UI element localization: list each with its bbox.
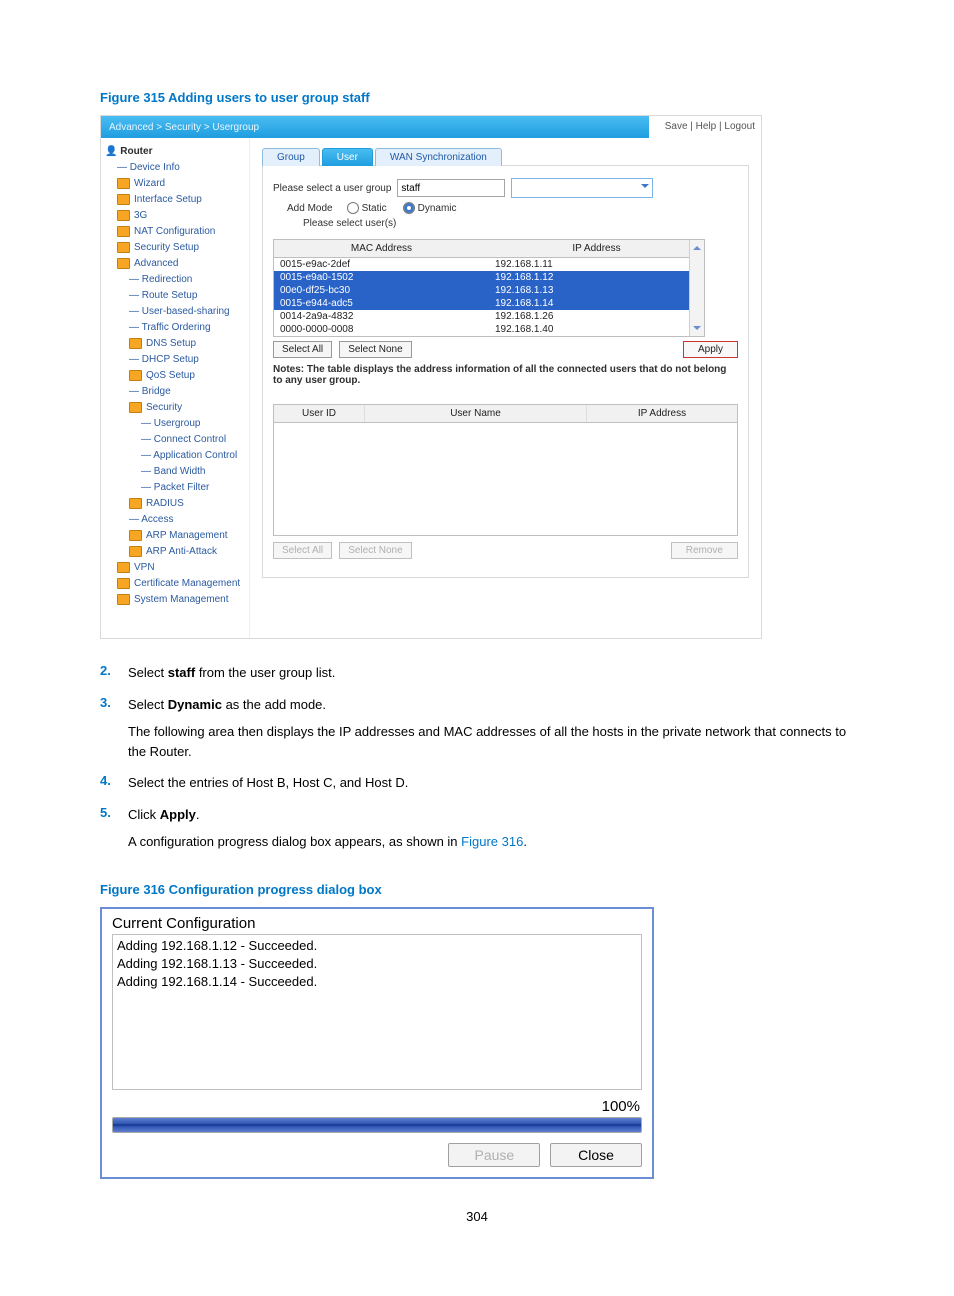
tree-item[interactable]: — Bridge <box>105 384 245 400</box>
remove-button: Remove <box>671 542 738 559</box>
content-pane: Group User WAN Synchronization Please se… <box>250 138 761 638</box>
group-input[interactable] <box>397 179 505 197</box>
tree-item[interactable]: Security Setup <box>105 240 245 256</box>
progress-dialog: Current Configuration Adding 192.168.1.1… <box>100 907 654 1179</box>
tree-item[interactable]: — Route Setup <box>105 288 245 304</box>
tree-root[interactable]: 👤 Router <box>105 144 245 160</box>
tree-item[interactable]: — Packet Filter <box>105 480 245 496</box>
select-none-disabled: Select None <box>339 542 411 559</box>
instruction-steps: 2.Select staff from the user group list.… <box>100 663 854 852</box>
dialog-log: Adding 192.168.1.12 - Succeeded.Adding 1… <box>112 934 642 1090</box>
mac-row[interactable]: 0015-e944-adc5192.168.1.14 <box>274 297 704 310</box>
tree-item[interactable]: Wizard <box>105 176 245 192</box>
step-item: 3.Select Dynamic as the add mode.The fol… <box>100 695 854 762</box>
username-header: User Name <box>365 405 587 422</box>
mac-row[interactable]: 0000-0000-0008192.168.1.40 <box>274 323 704 336</box>
scrollbar[interactable] <box>689 240 704 336</box>
tab-wan[interactable]: WAN Synchronization <box>375 148 502 166</box>
notes-text: Notes: The table displays the address in… <box>273 364 738 386</box>
mac-table: MAC Address IP Address 0015-e9ac-2def192… <box>273 239 705 337</box>
tree-item[interactable]: QoS Setup <box>105 368 245 384</box>
close-button[interactable]: Close <box>550 1143 642 1167</box>
step-item: 2.Select staff from the user group list. <box>100 663 854 683</box>
apply-button[interactable]: Apply <box>683 341 738 358</box>
log-line: Adding 192.168.1.12 - Succeeded. <box>117 937 637 955</box>
tree-item[interactable]: Certificate Management <box>105 576 245 592</box>
figure315-title: Figure 315 Adding users to user group st… <box>100 90 854 105</box>
tree-item[interactable]: — Usergroup <box>105 416 245 432</box>
mac-row[interactable]: 0015-e9a0-1502192.168.1.12 <box>274 271 704 284</box>
tree-item[interactable]: Interface Setup <box>105 192 245 208</box>
select-group-label: Please select a user group <box>273 183 391 194</box>
tree-item[interactable]: ARP Management <box>105 528 245 544</box>
breadcrumb: Advanced > Security > Usergroup <box>109 122 259 133</box>
mac-row[interactable]: 0014-2a9a-4832192.168.1.26 <box>274 310 704 323</box>
mac-header: MAC Address <box>274 240 489 257</box>
tree-item[interactable]: 3G <box>105 208 245 224</box>
tree-item[interactable]: — Redirection <box>105 272 245 288</box>
select-all-button[interactable]: Select All <box>273 341 332 358</box>
step-item: 5.Click Apply.A configuration progress d… <box>100 805 854 852</box>
tree-item[interactable]: — Band Width <box>105 464 245 480</box>
radio-static[interactable]: Static <box>347 202 387 214</box>
progress-bar <box>112 1117 642 1133</box>
group-dropdown[interactable] <box>511 178 653 198</box>
tree-item[interactable]: Security <box>105 400 245 416</box>
step-item: 4.Select the entries of Host B, Host C, … <box>100 773 854 793</box>
tree-item[interactable]: — Access <box>105 512 245 528</box>
figure316-title: Figure 316 Configuration progress dialog… <box>100 882 854 897</box>
mac-row[interactable]: 0015-e9ac-2def192.168.1.11 <box>274 258 704 271</box>
dialog-heading: Current Configuration <box>102 909 652 934</box>
mac-row[interactable]: 00e0-df25-bc30192.168.1.13 <box>274 284 704 297</box>
please-select-users: Please select user(s) <box>303 218 738 229</box>
select-none-button[interactable]: Select None <box>339 341 411 358</box>
page-number: 304 <box>0 1209 954 1224</box>
top-links[interactable]: Save | Help | Logout <box>649 116 761 138</box>
select-all-disabled: Select All <box>273 542 332 559</box>
router-ui: Advanced > Security > Usergroup Save | H… <box>100 115 762 639</box>
tree-item[interactable]: DNS Setup <box>105 336 245 352</box>
tree-item[interactable]: RADIUS <box>105 496 245 512</box>
tab-group[interactable]: Group <box>262 148 320 166</box>
pause-button: Pause <box>448 1143 540 1167</box>
tree-item[interactable]: ARP Anti-Attack <box>105 544 245 560</box>
tree-item[interactable]: — Traffic Ordering <box>105 320 245 336</box>
user-table: User ID User Name IP Address <box>273 404 738 536</box>
tab-user[interactable]: User <box>322 148 373 166</box>
tree-item[interactable]: — Device Info <box>105 160 245 176</box>
radio-dynamic[interactable]: Dynamic <box>403 202 457 214</box>
log-line: Adding 192.168.1.14 - Succeeded. <box>117 973 637 991</box>
tree-item[interactable]: — User-based-sharing <box>105 304 245 320</box>
ipaddr-header: IP Address <box>587 405 737 422</box>
userid-header: User ID <box>274 405 365 422</box>
ip-header: IP Address <box>489 240 704 257</box>
tree-item[interactable]: — DHCP Setup <box>105 352 245 368</box>
addmode-label: Add Mode <box>287 203 333 214</box>
tree-item[interactable]: VPN <box>105 560 245 576</box>
tree-item[interactable]: Advanced <box>105 256 245 272</box>
tree-item[interactable]: NAT Configuration <box>105 224 245 240</box>
tree-item[interactable]: System Management <box>105 592 245 608</box>
tree-item[interactable]: — Connect Control <box>105 432 245 448</box>
tree-item[interactable]: — Application Control <box>105 448 245 464</box>
log-line: Adding 192.168.1.13 - Succeeded. <box>117 955 637 973</box>
progress-percent: 100% <box>102 1098 652 1117</box>
nav-tree: 👤 Router — Device InfoWizardInterface Se… <box>101 138 250 638</box>
